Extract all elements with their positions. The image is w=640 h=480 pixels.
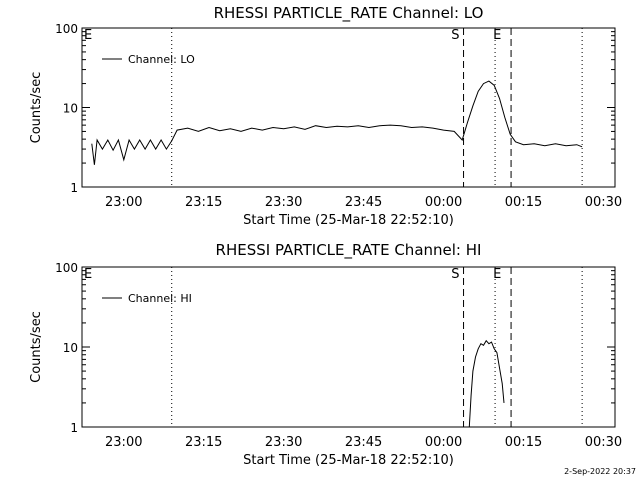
x-tick-label: 00:00 [425,195,462,210]
y-tick-label: 100 [55,22,78,36]
footer-date: 2-Sep-2022 20:37 [564,467,636,476]
y-axis-label: Counts/sec [29,311,44,383]
event-marker-label: E [84,267,92,282]
legend-label: Channel: LO [128,53,195,66]
x-tick-label: 23:00 [105,195,142,210]
x-tick-label: 23:45 [345,195,382,210]
event-marker-label: S [451,267,459,282]
y-tick-label: 10 [63,102,78,116]
y-tick-label: 100 [55,261,78,275]
x-axis-label: Start Time (25-Mar-18 22:52:10) [243,453,454,468]
x-tick-label: 23:30 [265,435,302,450]
x-tick-label: 00:00 [425,435,462,450]
x-tick-label: 23:00 [105,435,142,450]
y-tick-label: 1 [70,181,78,195]
event-marker-label: S [451,28,459,43]
plot-frame [81,27,616,188]
x-tick-label: 23:30 [265,195,302,210]
series-line [91,80,583,165]
series-line [468,339,505,428]
y-tick-label: 1 [70,421,78,435]
event-marker-label: E [84,28,92,43]
x-tick-label: 23:15 [185,195,222,210]
event-marker-label: E [493,28,501,43]
x-tick-label: 00:15 [505,435,542,450]
event-marker-label: E [493,267,501,282]
x-tick-label: 00:30 [585,195,622,210]
chart-title: RHESSI PARTICLE_RATE Channel: HI [216,241,482,260]
x-tick-label: 23:45 [345,435,382,450]
x-axis-label: Start Time (25-Mar-18 22:52:10) [243,213,454,228]
legend-label: Channel: HI [128,292,192,305]
y-axis-label: Counts/sec [29,72,44,144]
chart-title: RHESSI PARTICLE_RATE Channel: LO [214,4,484,23]
x-tick-label: 00:30 [585,435,622,450]
y-tick-label: 10 [63,341,78,355]
x-tick-label: 00:15 [505,195,542,210]
x-tick-label: 23:15 [185,435,222,450]
plot-frame [81,266,616,428]
